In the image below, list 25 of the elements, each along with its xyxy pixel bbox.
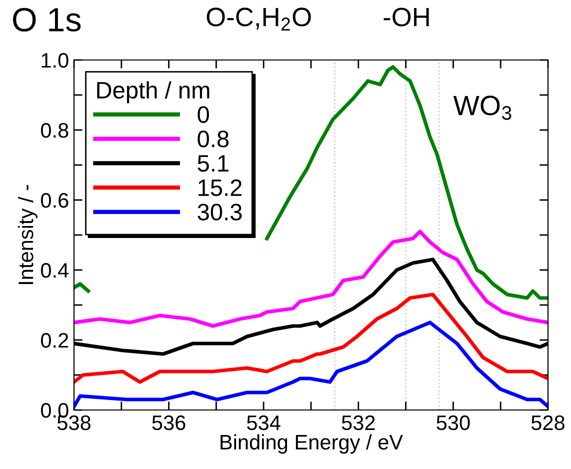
- y-tick-label: 0.6: [40, 193, 68, 208]
- y-tick-label: 0.2: [40, 333, 68, 348]
- legend-label: 15.2: [198, 179, 242, 196]
- annotation: WO$_{3}$: [453, 96, 512, 120]
- y-tick-label: 1.0: [42, 53, 68, 68]
- legend-title: Depth / nm: [97, 81, 210, 104]
- x-tick-label: 532: [342, 415, 375, 430]
- x-tick-label: 530: [436, 415, 470, 430]
- text: -OH: [384, 8, 429, 26]
- line-series: [74, 292, 548, 384]
- x-tick-label: 534: [247, 415, 280, 430]
- legend-label: 5.1: [198, 155, 228, 172]
- x-axis-title: Binding Energy / eV: [220, 434, 403, 454]
- y-tick-label: 0.8: [40, 123, 68, 138]
- x-tick-label: 528: [531, 415, 564, 430]
- y-axis-title: Intensity / -: [18, 184, 38, 284]
- text: O-C,H$_{2}$O: [206, 8, 311, 30]
- legend-label: 0: [198, 106, 209, 123]
- legend-label: 0.8: [198, 130, 229, 148]
- legend-label: 30.3: [198, 204, 242, 220]
- y-tick-label: 0.4: [40, 263, 69, 278]
- line-series: [74, 230, 548, 328]
- line-series: [74, 320, 548, 408]
- x-tick-label: 536: [152, 415, 186, 430]
- chart-title: O 1s: [13, 8, 81, 32]
